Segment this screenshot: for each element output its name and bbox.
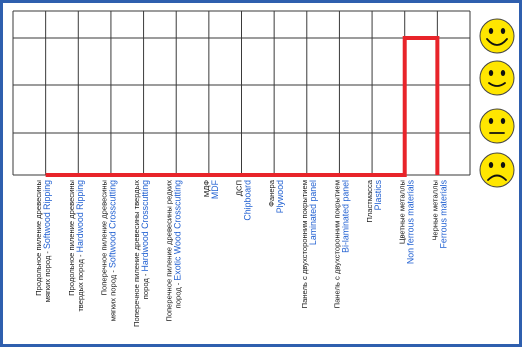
y-level-faces bbox=[479, 18, 515, 188]
x-tick-label-en: Chipboard bbox=[243, 180, 253, 221]
x-tick-label-en: Exotic Wood Crosscutting bbox=[173, 180, 183, 281]
x-tick-label-ru: Панель с двухсторонним покрытием bbox=[300, 180, 309, 308]
x-tick-label-en: Softwood Crosscutting bbox=[107, 180, 117, 268]
x-tick-label: Панель с двухсторонним покрытием Laminate… bbox=[300, 180, 318, 308]
grid bbox=[12, 10, 471, 176]
x-tick-label: ДСП Chipboard bbox=[235, 180, 253, 221]
x-tick-label: Продольное пиление древесины твердых поро… bbox=[67, 180, 85, 312]
x-tick-label-en: MDF bbox=[210, 179, 220, 199]
x-tick-label: Цветные металлы Non ferrous materials bbox=[398, 179, 416, 264]
x-tick-label-ru: МДФ bbox=[202, 180, 211, 197]
x-tick-label-ru: Пластмасса bbox=[365, 179, 374, 222]
sad-face-icon bbox=[479, 152, 515, 188]
x-tick-label-ru: Панель с двухсторонним покрытием bbox=[332, 180, 341, 308]
x-tick-label-ru: ДСП bbox=[235, 180, 244, 196]
very-happy-face-icon bbox=[479, 18, 515, 54]
x-tick-label-en: Non ferrous materials bbox=[406, 179, 416, 264]
x-tick-label: Поперечное пиление древесины мягких пород… bbox=[99, 180, 117, 321]
happy-face-icon bbox=[479, 60, 515, 96]
chart-svg: Продольное пиление древесины мягких пород… bbox=[12, 10, 515, 327]
x-tick-label: Поперечное пиление древесины твердых поро… bbox=[132, 180, 150, 327]
x-tick-label: Поперечное пиление древесины редких пород… bbox=[165, 180, 183, 322]
x-tick-label-ru: Фанера bbox=[267, 179, 276, 207]
x-tick-label-en: Ferrous materials bbox=[438, 179, 448, 248]
x-tick-label-en: Laminated panel bbox=[308, 180, 318, 245]
x-tick-label-ru: твердых пород - Hardwood Ripping bbox=[75, 180, 85, 312]
x-tick-label-en: Hardwood Ripping bbox=[75, 180, 85, 252]
x-tick-label-ru: Поперечное пиление древесины редких bbox=[165, 180, 174, 322]
x-tick-label-en: Softwood Ripping bbox=[42, 180, 52, 249]
series-line-layer bbox=[45, 36, 440, 177]
x-tick-label-ru: Продольное пиление древесины bbox=[34, 180, 43, 296]
x-tick-labels: Продольное пиление древесины мягких пород… bbox=[34, 179, 448, 327]
x-tick-label-ru: пород - Hardwood Crosscutting bbox=[140, 180, 150, 299]
x-tick-label-en: Plastics bbox=[373, 179, 383, 210]
x-tick-label-ru: Поперечное пиление древесины твердых bbox=[132, 180, 141, 327]
x-tick-label-ru: мягких пород - Softwood Crosscutting bbox=[107, 180, 117, 321]
x-tick-label-en: Plywood bbox=[275, 180, 285, 213]
x-tick-label-ru: Продольное пиление древесины bbox=[67, 180, 76, 296]
neutral-face-icon bbox=[479, 108, 515, 144]
x-tick-label-ru: пород - Exotic Wood Crosscutting bbox=[173, 180, 183, 308]
x-tick-label-en: Bi-laminated panel bbox=[340, 180, 350, 253]
x-tick-label-ru: мягких пород - Softwood Ripping bbox=[42, 180, 52, 302]
x-tick-label: Продольное пиление древесины мягких пород… bbox=[34, 180, 52, 302]
x-tick-label: Панель с двухсторонним покрытием Bi-lamin… bbox=[332, 180, 350, 308]
x-tick-label: Пластмасса Plastics bbox=[365, 179, 383, 222]
x-tick-label-ru: Цветные металлы bbox=[398, 180, 407, 244]
x-tick-label-en: Hardwood Crosscutting bbox=[140, 180, 150, 272]
x-tick-label-ru: Поперечное пиление древесины bbox=[99, 180, 108, 295]
x-tick-label-ru: Черные металлы bbox=[430, 180, 439, 241]
x-tick-label: МДФ MDF bbox=[202, 179, 220, 199]
series-line bbox=[45, 36, 440, 177]
x-tick-label: Черные металлы Ferrous materials bbox=[430, 179, 448, 248]
x-tick-label: Фанера Plywood bbox=[267, 179, 285, 213]
